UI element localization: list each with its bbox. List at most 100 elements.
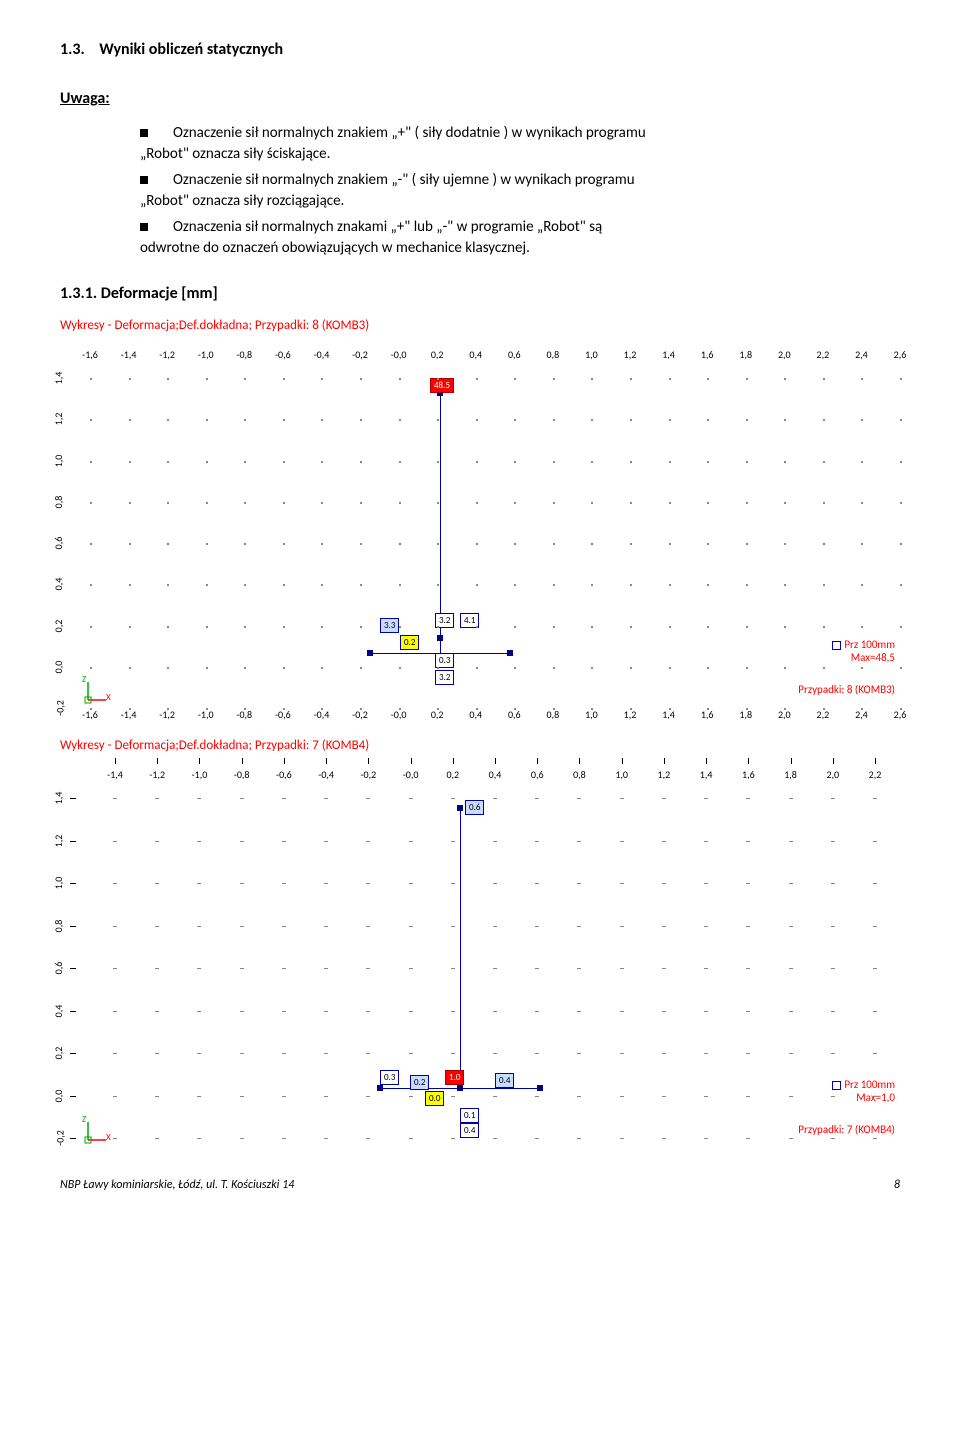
grid-dash xyxy=(113,798,117,799)
grid-dot xyxy=(283,461,285,463)
grid-dot xyxy=(823,502,825,504)
grid-dash xyxy=(746,798,750,799)
chart1-ytick: 0,2 xyxy=(52,619,65,632)
footer-page: 8 xyxy=(894,1178,900,1192)
grid-dash xyxy=(831,1053,835,1054)
grid-dash xyxy=(282,968,286,969)
grid-dot xyxy=(900,378,902,380)
grid-dot xyxy=(669,378,671,380)
grid-dash xyxy=(620,798,624,799)
grid-dash xyxy=(366,1138,370,1139)
chart1-xtick: -1,4 xyxy=(121,348,137,361)
tick-mark xyxy=(157,758,158,764)
grid-dot xyxy=(206,667,208,669)
grid-dot xyxy=(283,626,285,628)
grid-dot xyxy=(553,502,555,504)
grid-dash xyxy=(324,926,328,927)
chart1-xtick-bottom: 1,4 xyxy=(662,708,675,721)
grid-dash xyxy=(155,1053,159,1054)
chart1-xtick: 1,4 xyxy=(662,348,675,361)
grid-dash xyxy=(746,926,750,927)
grid-dot xyxy=(784,419,786,421)
chart1-xtick-bottom: 0,8 xyxy=(547,708,560,721)
grid-dash xyxy=(873,798,877,799)
chart2-xtick: 0,6 xyxy=(531,768,544,781)
grid-dot xyxy=(476,502,478,504)
grid-dash xyxy=(324,798,328,799)
grid-dash xyxy=(155,968,159,969)
chart2-node xyxy=(537,1085,543,1091)
chart1-xtick-bottom: -0,2 xyxy=(352,708,368,721)
chart2-ytick: -0,2 xyxy=(53,1130,66,1146)
grid-dot xyxy=(399,584,401,586)
grid-dot xyxy=(707,543,709,545)
grid-dash xyxy=(746,1011,750,1012)
grid-dash xyxy=(324,1138,328,1139)
grid-dash xyxy=(324,968,328,969)
tick-mark xyxy=(706,758,707,764)
grid-dash xyxy=(451,883,455,884)
grid-dash xyxy=(155,1011,159,1012)
grid-dot xyxy=(129,667,131,669)
tick-mark xyxy=(284,758,285,764)
grid-dash xyxy=(409,1138,413,1139)
grid-dot xyxy=(784,667,786,669)
tick-mark xyxy=(791,758,792,764)
grid-dash xyxy=(493,1011,497,1012)
chart2-xtick: 1,4 xyxy=(700,768,713,781)
grid-dash xyxy=(155,1096,159,1097)
grid-dash xyxy=(577,1053,581,1054)
grid-dash xyxy=(451,1011,455,1012)
chart1-xtick: 2,4 xyxy=(855,348,868,361)
chart1-xtick-bottom: -0,4 xyxy=(314,708,330,721)
grid-dot xyxy=(244,626,246,628)
grid-dash xyxy=(366,841,370,842)
grid-dot xyxy=(476,461,478,463)
chart1-xtick: -0,4 xyxy=(314,348,330,361)
grid-dash xyxy=(451,1096,455,1097)
grid-dash xyxy=(873,841,877,842)
grid-dot xyxy=(476,543,478,545)
chart1-coord-icon: Z X xyxy=(80,678,110,711)
grid-dash xyxy=(620,1096,624,1097)
grid-dash xyxy=(113,1011,117,1012)
grid-dash xyxy=(240,1053,244,1054)
chart2-xtick: 0,2 xyxy=(446,768,459,781)
grid-dot xyxy=(900,543,902,545)
grid-dash xyxy=(197,1096,201,1097)
grid-dot xyxy=(784,626,786,628)
bullet-text: Oznaczenia sił normalnych znakami „+" lu… xyxy=(173,218,602,236)
grid-dot xyxy=(399,502,401,504)
grid-dot xyxy=(553,378,555,380)
grid-dash xyxy=(873,926,877,927)
chart2-value-top: 0.6 xyxy=(465,800,484,815)
grid-dot xyxy=(591,584,593,586)
chart1-xtick: -1,0 xyxy=(198,348,214,361)
grid-dot xyxy=(669,626,671,628)
grid-dot xyxy=(360,667,362,669)
grid-dash xyxy=(409,926,413,927)
grid-dash xyxy=(662,841,666,842)
chart1-xtick: 1,2 xyxy=(624,348,637,361)
grid-dash xyxy=(620,926,624,927)
grid-dash xyxy=(324,1011,328,1012)
grid-dot xyxy=(861,502,863,504)
grid-dash xyxy=(873,1096,877,1097)
grid-dash xyxy=(409,1011,413,1012)
grid-dash xyxy=(535,1138,539,1139)
grid-dot xyxy=(630,502,632,504)
chart1-ytick: 1,2 xyxy=(52,413,65,426)
grid-dash xyxy=(789,968,793,969)
grid-dot xyxy=(861,461,863,463)
grid-dash xyxy=(282,841,286,842)
grid-dot xyxy=(514,543,516,545)
grid-dash xyxy=(620,968,624,969)
grid-dash xyxy=(789,1096,793,1097)
legend-marker-icon xyxy=(832,1081,841,1090)
chart2-ytick: 0,0 xyxy=(52,1089,65,1102)
legend-line2: Max=1,0 xyxy=(856,1091,895,1104)
bullet-item: Oznaczenia sił normalnych znakami „+" lu… xyxy=(140,217,900,259)
grid-dot xyxy=(399,461,401,463)
grid-dot xyxy=(630,667,632,669)
grid-dot xyxy=(630,419,632,421)
